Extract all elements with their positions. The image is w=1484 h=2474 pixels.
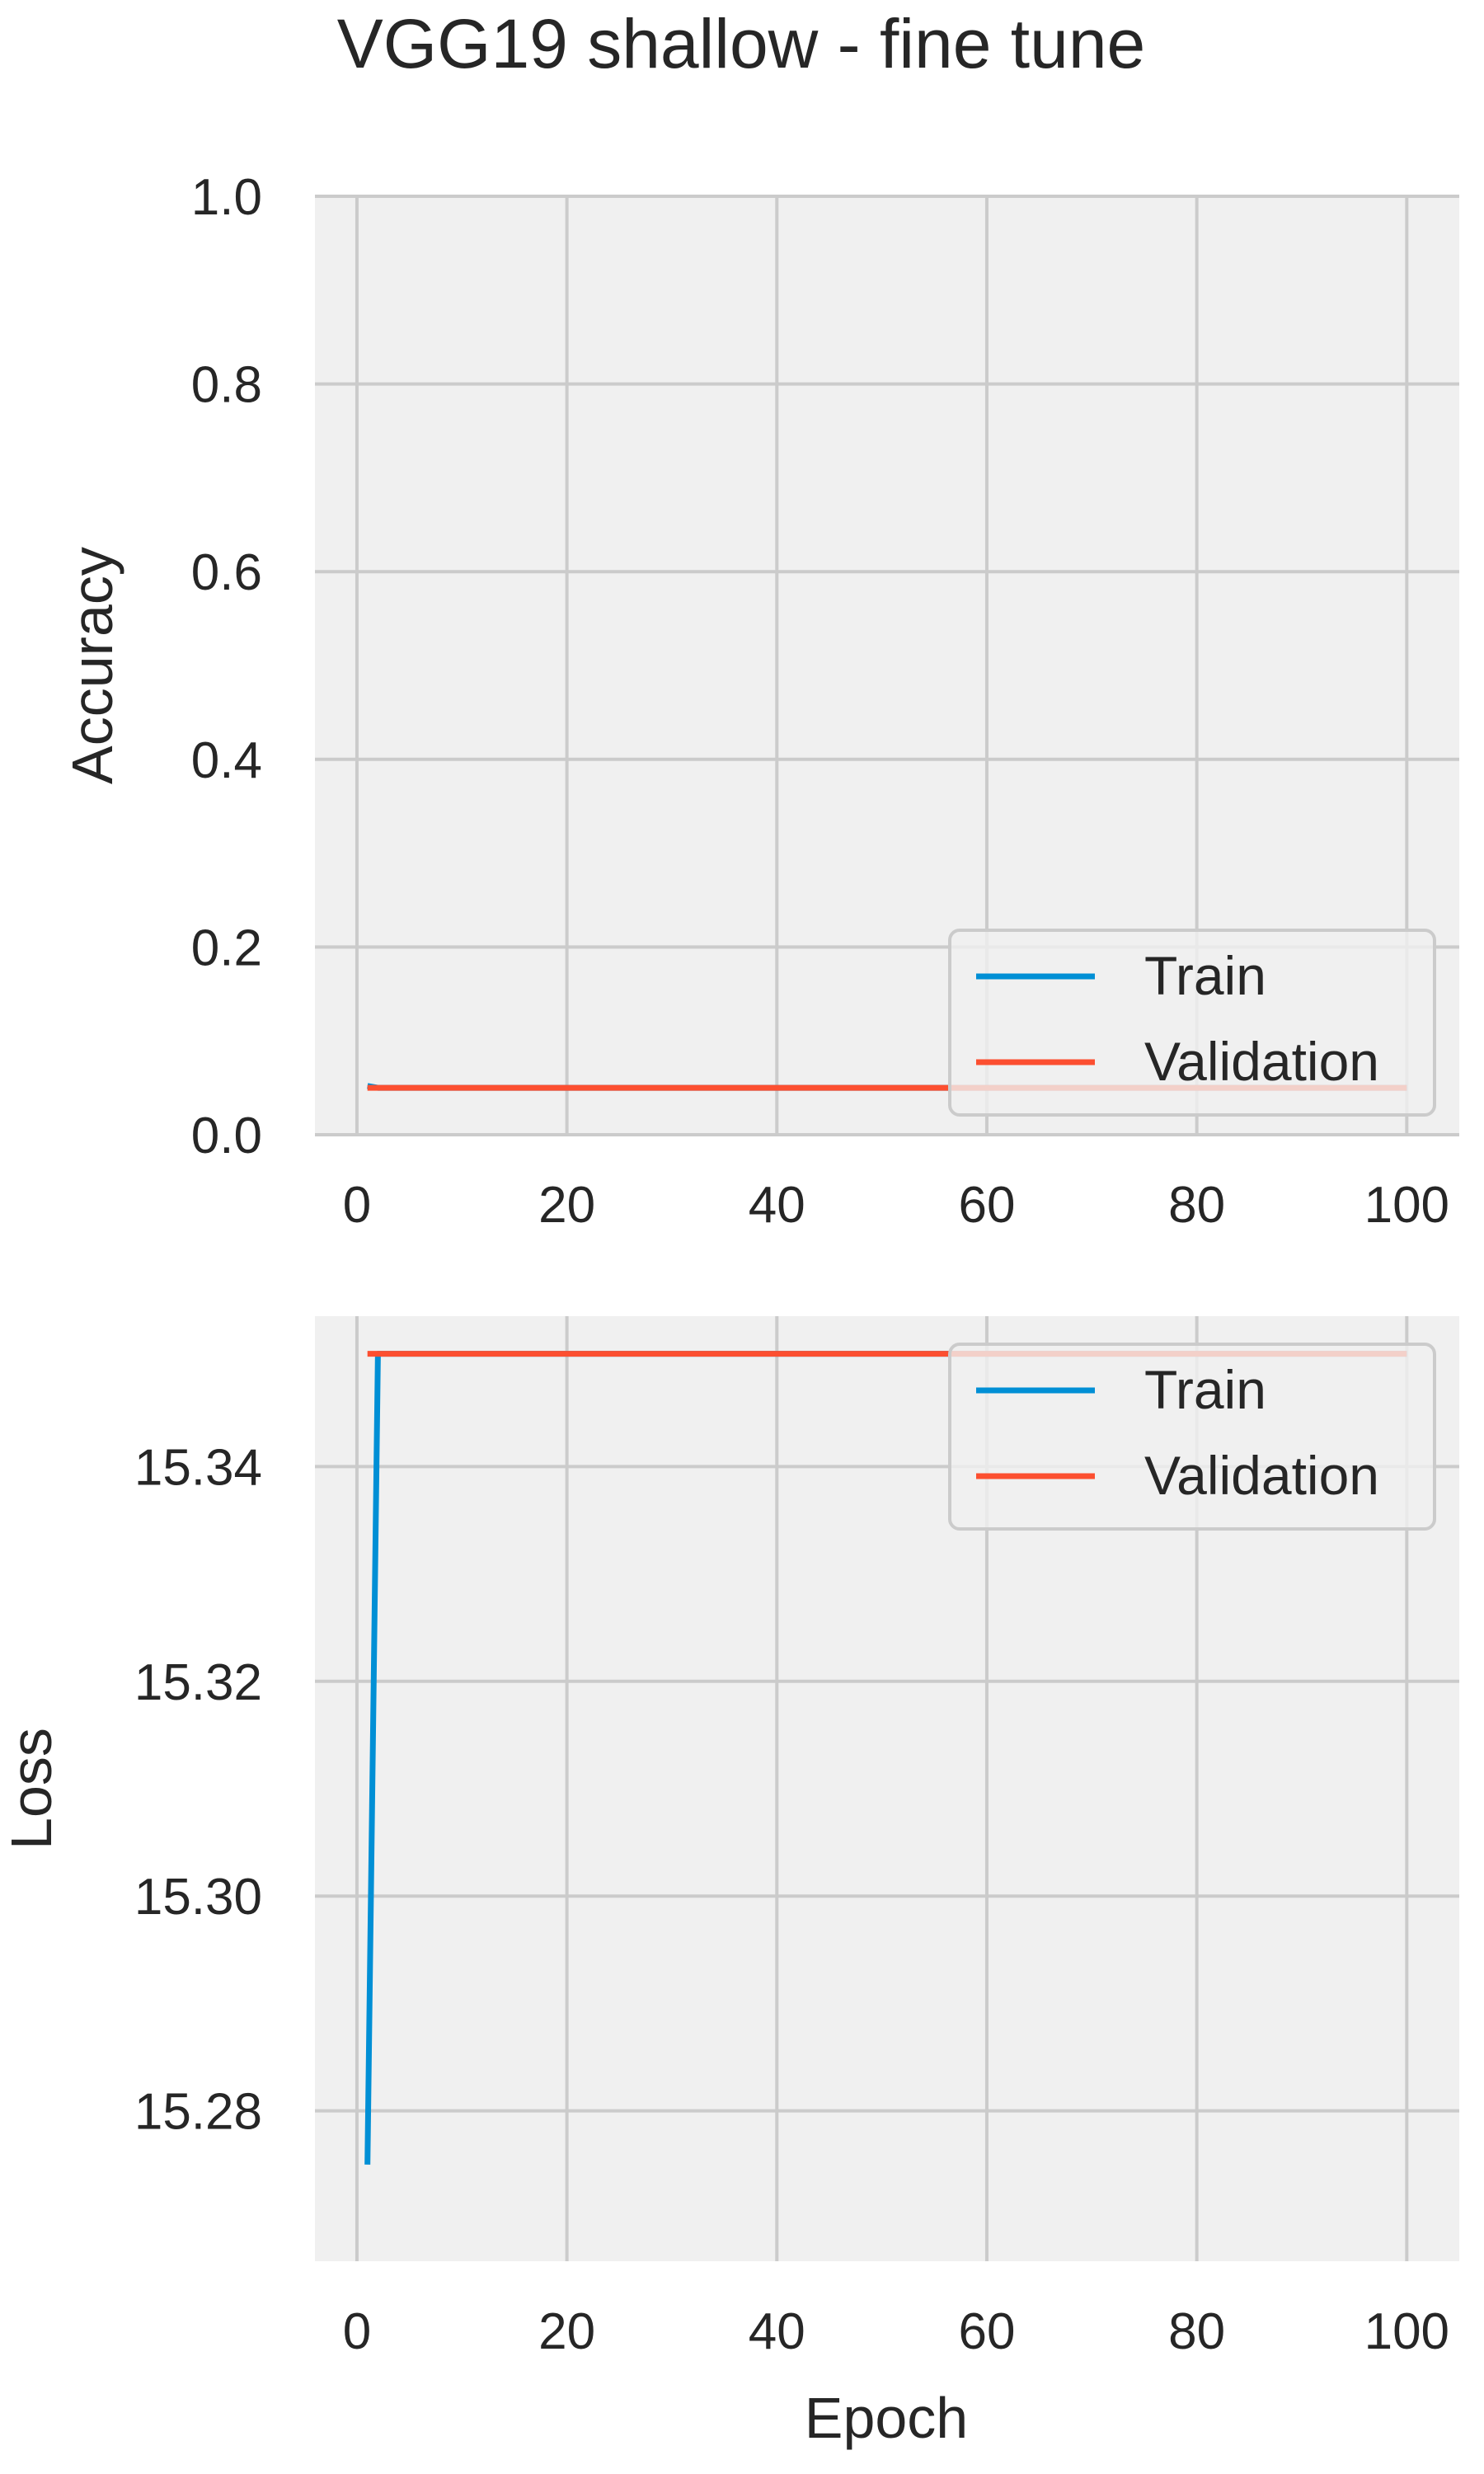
y-tick-label: 15.30 <box>134 1869 262 1926</box>
legend-label-validation: Validation <box>1144 1445 1379 1506</box>
x-tick-label: 20 <box>538 1177 595 1234</box>
figure-title: VGG19 shallow - fine tune <box>337 5 1146 82</box>
x-tick-label: 20 <box>538 2303 595 2360</box>
x-tick-label: 0 <box>343 2303 371 2360</box>
y-tick-label: 1.0 <box>191 169 262 226</box>
y-axis-label: Accuracy <box>60 547 124 784</box>
legend-label-validation: Validation <box>1144 1031 1379 1092</box>
y-tick-label: 0.4 <box>191 732 262 789</box>
x-tick-label: 60 <box>958 2303 1015 2360</box>
legend-label-train: Train <box>1144 945 1266 1006</box>
y-tick-label: 0.0 <box>191 1108 262 1164</box>
legend: Train Validation <box>948 929 1436 1117</box>
y-tick-label: 0.8 <box>191 357 262 414</box>
x-tick-label: 100 <box>1364 1177 1449 1234</box>
x-tick-label: 0 <box>343 1177 371 1234</box>
x-tick-label: 40 <box>749 1177 805 1234</box>
y-tick-label: 0.6 <box>191 544 262 601</box>
x-tick-label: 80 <box>1168 1177 1225 1234</box>
y-axis-label: Loss <box>0 1728 63 1850</box>
x-tick-label: 100 <box>1364 2303 1449 2360</box>
x-axis-label: Epoch <box>805 2386 968 2450</box>
y-tick-label: 15.28 <box>134 2084 262 2141</box>
x-tick-label: 60 <box>958 1177 1015 1234</box>
legend-label-train: Train <box>1144 1359 1266 1420</box>
x-tick-label: 40 <box>749 2303 805 2360</box>
accuracy-panel: 0.0 0.2 0.4 0.6 0.8 1.0 0 20 40 60 80 100 Accuracy Tr… <box>60 169 1459 1234</box>
y-tick-label: 0.2 <box>191 920 262 976</box>
legend: Train Validation <box>948 1343 1436 1531</box>
y-tick-label: 15.34 <box>134 1439 262 1496</box>
y-tick-label: 15.32 <box>134 1654 262 1711</box>
loss-panel: 15.28 15.30 15.32 15.34 0 20 40 60 80 100 Loss Epoc… <box>0 1316 1459 2450</box>
x-tick-label: 80 <box>1168 2303 1225 2360</box>
